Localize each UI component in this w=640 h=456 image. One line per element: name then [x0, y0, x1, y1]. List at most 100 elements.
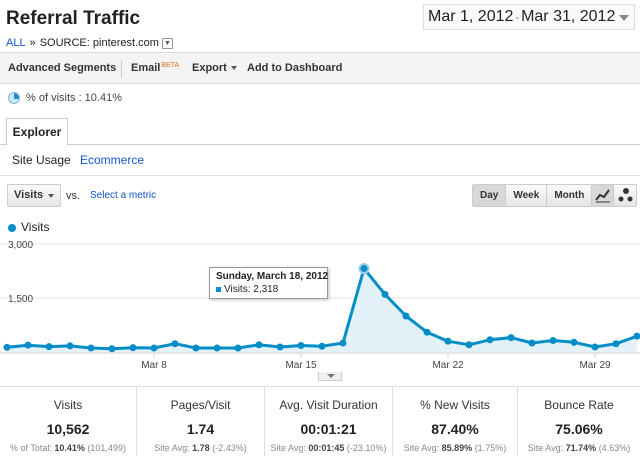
add-to-dashboard-button[interactable]: Add to Dashboard [247, 62, 343, 74]
metric-value: 87.40% [431, 421, 479, 437]
metric-summary-item: Avg. Visit Duration 00:01:21 Site Avg: 00:… [264, 387, 392, 456]
metric-label: Avg. Visit Duration [279, 398, 378, 412]
series-swatch-icon [216, 286, 221, 292]
metric-comparison-suffix: (101,499) [84, 443, 126, 453]
data-point[interactable] [423, 328, 431, 336]
metric-label: Visits [53, 398, 83, 412]
metric-comparison-value: 71.74% [565, 443, 597, 453]
chart-tooltip: Sunday, March 18, 2012 Visits: 2,318 [209, 267, 328, 299]
data-point[interactable] [381, 290, 389, 298]
data-point[interactable] [549, 336, 557, 344]
metric-comparison: % of Total: 10.41% (101,499) [0, 443, 136, 453]
legend-dot-icon [8, 223, 16, 232]
data-point[interactable] [570, 338, 578, 346]
subtab-site-usage[interactable]: Site Usage [12, 153, 71, 167]
x-tick-label: Mar 15 [285, 360, 317, 371]
data-point[interactable] [402, 312, 410, 320]
page-title: Referral Traffic [6, 8, 141, 29]
subtab-ecommerce[interactable]: Ecommerce [80, 153, 145, 167]
caret-down-icon [48, 194, 54, 198]
y-tick-label: 3,000 [8, 240, 33, 251]
metric-label: Pages/Visit [170, 398, 231, 412]
pie-chart-icon [8, 92, 20, 105]
data-point[interactable] [87, 344, 95, 352]
x-tick-label: Mar 22 [432, 360, 464, 371]
metric-select[interactable]: Visits [7, 184, 61, 207]
x-tick-label: Mar 8 [141, 360, 167, 371]
data-point[interactable] [192, 344, 200, 352]
metric-value: 1.74 [186, 421, 215, 437]
data-point[interactable] [108, 345, 116, 353]
chart-legend: Visits [8, 220, 49, 234]
data-point[interactable] [612, 340, 620, 348]
metric-comparison-value: 1.78 [192, 443, 210, 453]
explorer-subtabs: Site Usage Ecommerce [0, 146, 640, 176]
metric-comparison: Site Avg: 00:01:45 (-23.10%) [265, 443, 392, 453]
data-point[interactable] [213, 344, 221, 352]
breadcrumb-separator: » [29, 37, 36, 49]
metric-comparison-prefix: Site Avg: [527, 443, 566, 453]
month-button[interactable]: Month [546, 185, 591, 206]
breadcrumb: ALL» SOURCE: pinterest.com ▼ [6, 37, 173, 49]
data-point[interactable] [276, 343, 284, 351]
metric-comparison: Site Avg: 85.89% (1.75%) [393, 443, 517, 453]
beta-badge: BETA [161, 62, 180, 69]
line-chart-icon[interactable] [592, 185, 614, 206]
data-point[interactable] [507, 334, 515, 342]
vs-label: vs. [66, 190, 81, 202]
week-button[interactable]: Week [505, 185, 546, 206]
data-point[interactable] [339, 339, 347, 347]
legend-label: Visits [21, 220, 50, 234]
data-point[interactable] [3, 343, 11, 351]
data-point[interactable] [129, 344, 137, 352]
data-point[interactable] [66, 342, 74, 350]
data-point[interactable] [465, 341, 473, 349]
breadcrumb-all-link[interactable]: ALL [6, 37, 26, 49]
breadcrumb-source-value: pinterest.com [92, 37, 159, 49]
tooltip-title: Sunday, March 18, 2012 [216, 271, 329, 282]
data-point[interactable] [24, 341, 32, 349]
metric-summary-item: Pages/Visit 1.74 Site Avg: 1.78 (-2.43%) [136, 387, 264, 456]
y-tick-label: 1,500 [8, 294, 33, 305]
data-point[interactable] [234, 344, 242, 352]
report-toolbar: Advanced Segments EmailBETA Export Add t… [0, 52, 640, 84]
date-range-picker[interactable]: Mar 1, 2012- Mar 31, 2012 [423, 4, 635, 30]
motion-chart-icon[interactable] [614, 185, 636, 206]
data-point[interactable] [318, 342, 326, 350]
metric-comparison: Site Avg: 1.78 (-2.43%) [137, 443, 264, 453]
email-button[interactable]: EmailBETA [131, 62, 179, 74]
metric-comparison-suffix: (-2.43%) [209, 443, 247, 453]
metric-value: 10,562 [46, 421, 90, 437]
data-point[interactable] [486, 336, 494, 344]
data-point[interactable] [528, 339, 536, 347]
advanced-segments-button[interactable]: Advanced Segments [8, 62, 117, 74]
data-point[interactable] [255, 341, 263, 349]
data-point[interactable] [633, 332, 640, 340]
metric-select-value: Visits [14, 189, 44, 201]
metric-summary-item: Visits 10,562 % of Total: 10.41% (101,499) [0, 387, 136, 456]
highlighted-data-point[interactable] [358, 263, 370, 275]
metric-comparison-prefix: Site Avg: [403, 443, 442, 453]
report-tabs: Explorer [0, 116, 640, 146]
select-metric-link[interactable]: Select a metric [90, 190, 157, 201]
metric-comparison-value: 00:01:45 [308, 443, 345, 453]
metric-value: 00:01:21 [300, 421, 357, 437]
metric-label: % New Visits [420, 398, 490, 412]
chart-resize-handle[interactable] [318, 372, 342, 381]
tab-explorer[interactable]: Explorer [6, 118, 68, 146]
metric-comparison-prefix: Site Avg: [154, 443, 193, 453]
data-point[interactable] [591, 343, 599, 351]
data-point[interactable] [171, 340, 179, 348]
chevron-down-icon[interactable]: ▼ [161, 37, 173, 49]
data-point[interactable] [45, 343, 53, 351]
export-button[interactable]: Export [192, 62, 237, 74]
data-point[interactable] [150, 344, 158, 352]
chart-type-buttons [591, 184, 637, 207]
metric-summary: Visits 10,562 % of Total: 10.41% (101,499)… [0, 386, 640, 456]
day-button[interactable]: Day [473, 185, 506, 206]
metric-comparison-suffix: (-23.10%) [344, 443, 387, 453]
metric-label: Bounce Rate [544, 398, 614, 412]
data-point[interactable] [297, 342, 305, 350]
segment-summary: % of visits : 10.41% [8, 92, 122, 105]
data-point[interactable] [444, 337, 452, 345]
